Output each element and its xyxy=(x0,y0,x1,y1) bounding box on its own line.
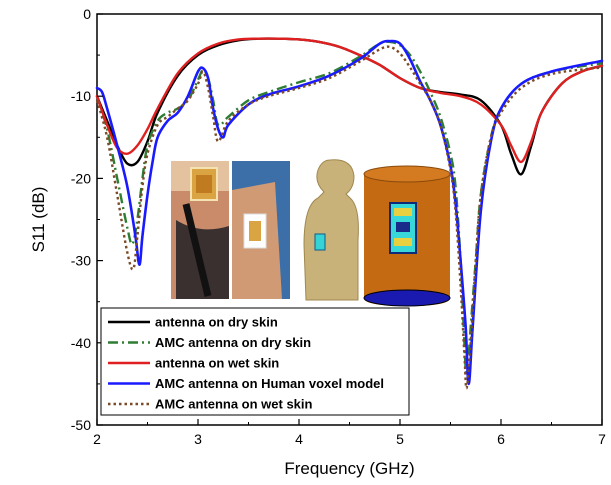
legend-label-5: AMC antenna on wet skin xyxy=(155,397,313,412)
x-tick-label: 5 xyxy=(396,431,404,447)
x-axis-title: Frequency (GHz) xyxy=(284,459,414,478)
x-tick-label: 7 xyxy=(598,431,606,447)
legend-label-2: AMC antenna on dry skin xyxy=(155,335,311,350)
inset-voxel-model xyxy=(303,159,359,301)
y-tick-label: 0 xyxy=(83,6,91,22)
y-tick-label: -30 xyxy=(71,253,91,269)
series-line-5 xyxy=(95,45,603,390)
series-layer xyxy=(95,37,604,390)
series-line-3 xyxy=(95,37,604,164)
y-tick-label: -50 xyxy=(71,417,91,433)
legend-label-1: antenna on dry skin xyxy=(155,315,278,330)
legend-box xyxy=(100,307,410,416)
inset-photo-forearm xyxy=(171,161,229,299)
series-line-4 xyxy=(95,39,604,386)
x-tick-label: 2 xyxy=(93,431,101,447)
y-axis-title: S11 (dB) xyxy=(29,187,48,253)
x-tick-label: 6 xyxy=(497,431,505,447)
legend-label-3: antenna on wet skin xyxy=(155,356,279,371)
legend: antenna on dry skin AMC antenna on dry sk… xyxy=(100,307,410,416)
x-tick-label: 4 xyxy=(295,431,303,447)
y-tick-label: -20 xyxy=(71,170,91,186)
y-tick-label: -10 xyxy=(71,88,91,104)
y-tick-label: -40 xyxy=(71,335,91,351)
inset-cylinder-phantom xyxy=(363,165,451,307)
inset-photo-upperarm xyxy=(232,161,290,299)
legend-label-4: AMC antenna on Human voxel model xyxy=(155,376,384,391)
inset-images xyxy=(171,159,451,307)
y-axis: 0 -10 -20 -30 -40 -50 xyxy=(71,6,103,433)
x-tick-label: 3 xyxy=(194,431,202,447)
x-axis: 2 3 4 5 6 7 xyxy=(93,419,606,447)
